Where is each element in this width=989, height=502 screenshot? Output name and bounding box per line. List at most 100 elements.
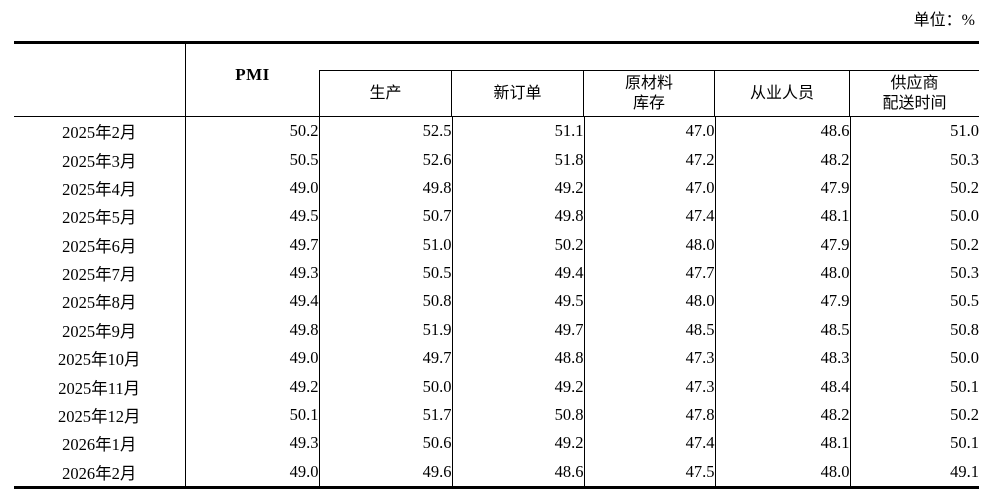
employment-cell: 48.6 xyxy=(715,117,851,146)
table-row: 2025年2月 50.2 52.5 51.1 47.0 48.6 51.0 xyxy=(14,117,979,146)
production-cell: 50.0 xyxy=(319,372,453,401)
production-cell: 50.7 xyxy=(319,202,453,231)
supplier-delivery-time-cell: 50.8 xyxy=(950,319,979,339)
pmi-cell: 49.4 xyxy=(185,287,320,316)
month-cell: 2025年11月 xyxy=(14,372,186,401)
unit-label: 单位：% xyxy=(913,12,975,29)
raw-materials-inventory-cell: 47.4 xyxy=(584,429,716,458)
employment-cell: 47.9 xyxy=(715,173,851,203)
column-header-production: 生产 xyxy=(320,71,452,116)
new-orders-cell: 49.2 xyxy=(452,429,585,458)
pmi-cell: 49.7 xyxy=(185,230,320,259)
production-cell: 51.0 xyxy=(319,230,453,259)
raw-materials-inventory-cell: 47.3 xyxy=(584,344,716,373)
pmi-cell: 49.2 xyxy=(185,372,320,401)
raw-materials-inventory-cell: 47.3 xyxy=(584,372,716,401)
column-header-new-orders: 新订单 xyxy=(452,71,584,116)
new-orders-cell: 49.4 xyxy=(452,258,585,288)
month-cell: 2026年1月 xyxy=(14,429,186,458)
month-cell: 2025年10月 xyxy=(14,344,186,373)
month-cell: 2025年2月 xyxy=(14,117,186,146)
employment-cell: 47.9 xyxy=(715,287,851,316)
new-orders-cell: 49.8 xyxy=(452,202,585,231)
supplier-delivery-time-cell: 50.5 xyxy=(950,291,979,311)
pmi-cell: 49.8 xyxy=(185,315,320,344)
new-orders-cell: 50.2 xyxy=(452,230,585,259)
header-column-divider xyxy=(185,44,186,116)
production-cell: 50.6 xyxy=(319,429,453,458)
table-row: 2026年1月 49.3 50.6 49.2 47.4 48.1 50.1 xyxy=(14,429,979,458)
new-orders-cell: 49.2 xyxy=(452,372,585,401)
pmi-cell: 49.0 xyxy=(185,457,320,486)
employment-cell: 48.2 xyxy=(715,400,851,430)
month-cell: 2025年6月 xyxy=(14,230,186,259)
employment-cell: 48.3 xyxy=(715,344,851,373)
supplier-delivery-time-cell: 50.3 xyxy=(950,263,979,283)
production-cell: 49.6 xyxy=(319,457,453,486)
table-row: 2025年8月 49.4 50.8 49.5 48.0 47.9 50.5 xyxy=(14,287,979,316)
pmi-table: PMI 生产 新订单 原材料 库存 从业人员 供应商 配送时间 2025年2月 … xyxy=(14,41,979,489)
table-row: 2025年3月 50.5 52.6 51.8 47.2 48.2 50.3 xyxy=(14,145,979,174)
employment-cell: 48.0 xyxy=(715,457,851,486)
pmi-column-header: PMI xyxy=(235,65,270,84)
raw-materials-inventory-cell: 47.0 xyxy=(584,173,716,203)
month-cell: 2025年7月 xyxy=(14,258,186,288)
month-cell: 2025年5月 xyxy=(14,202,186,231)
employment-cell: 48.5 xyxy=(715,315,851,344)
pmi-cell: 49.3 xyxy=(185,429,320,458)
table-row: 2025年5月 49.5 50.7 49.8 47.4 48.1 50.0 xyxy=(14,202,979,231)
month-cell: 2025年4月 xyxy=(14,173,186,203)
employment-cell: 48.2 xyxy=(715,145,851,174)
new-orders-cell: 48.8 xyxy=(452,344,585,373)
raw-materials-inventory-cell: 47.7 xyxy=(584,258,716,288)
new-orders-cell: 49.2 xyxy=(452,173,585,203)
column-header-supplier-delivery-time: 供应商 配送时间 xyxy=(882,74,947,112)
pmi-cell: 49.0 xyxy=(185,173,320,203)
raw-materials-inventory-cell: 47.2 xyxy=(584,145,716,174)
supplier-delivery-time-cell: 50.3 xyxy=(950,149,979,169)
table-header: PMI 生产 新订单 原材料 库存 从业人员 供应商 配送时间 xyxy=(14,44,979,117)
employment-cell: 48.1 xyxy=(715,429,851,458)
new-orders-cell: 51.1 xyxy=(452,117,585,146)
month-cell: 2025年3月 xyxy=(14,145,186,174)
supplier-delivery-time-cell: 50.0 xyxy=(950,348,979,368)
table-row: 2025年4月 49.0 49.8 49.2 47.0 47.9 50.2 xyxy=(14,173,979,203)
supplier-delivery-time-cell: 49.1 xyxy=(950,461,979,481)
month-cell: 2025年9月 xyxy=(14,315,186,344)
table-row: 2025年7月 49.3 50.5 49.4 47.7 48.0 50.3 xyxy=(14,258,979,288)
supplier-delivery-time-cell: 50.2 xyxy=(950,177,979,197)
production-cell: 51.9 xyxy=(319,315,453,344)
production-cell: 50.8 xyxy=(319,287,453,316)
production-cell: 49.7 xyxy=(319,344,453,373)
supplier-delivery-time-cell: 50.1 xyxy=(950,376,979,396)
table-row: 2025年12月 50.1 51.7 50.8 47.8 48.2 50.2 xyxy=(14,400,979,430)
pmi-cell: 50.5 xyxy=(185,145,320,174)
sub-index-header-group: 生产 新订单 原材料 库存 从业人员 供应商 配送时间 xyxy=(319,70,979,116)
raw-materials-inventory-cell: 48.0 xyxy=(584,287,716,316)
month-cell: 2025年8月 xyxy=(14,287,186,316)
table-row: 2025年9月 49.8 51.9 49.7 48.5 48.5 50.8 xyxy=(14,315,979,344)
table-row: 2026年2月 49.0 49.6 48.6 47.5 48.0 49.1 xyxy=(14,457,979,486)
employment-cell: 47.9 xyxy=(715,230,851,259)
employment-cell: 48.4 xyxy=(715,372,851,401)
month-cell: 2026年2月 xyxy=(14,457,186,486)
employment-cell: 48.0 xyxy=(715,258,851,288)
production-cell: 52.6 xyxy=(319,145,453,174)
data-table-body: 2025年2月 50.2 52.5 51.1 47.0 48.6 51.0 20… xyxy=(14,117,979,486)
new-orders-cell: 51.8 xyxy=(452,145,585,174)
production-cell: 49.8 xyxy=(319,173,453,203)
new-orders-cell: 49.5 xyxy=(452,287,585,316)
pmi-cell: 49.5 xyxy=(185,202,320,231)
production-cell: 52.5 xyxy=(319,117,453,146)
column-header-raw-materials-inventory: 原材料 库存 xyxy=(584,71,715,116)
supplier-delivery-time-cell: 50.2 xyxy=(950,404,979,424)
raw-materials-inventory-cell: 48.0 xyxy=(584,230,716,259)
production-cell: 51.7 xyxy=(319,400,453,430)
table-row: 2025年10月 49.0 49.7 48.8 47.3 48.3 50.0 xyxy=(14,344,979,373)
employment-cell: 48.1 xyxy=(715,202,851,231)
table-row: 2025年11月 49.2 50.0 49.2 47.3 48.4 50.1 xyxy=(14,372,979,401)
column-header-employment: 从业人员 xyxy=(715,71,850,116)
table-row: 2025年6月 49.7 51.0 50.2 48.0 47.9 50.2 xyxy=(14,230,979,259)
pmi-cell: 49.3 xyxy=(185,258,320,288)
